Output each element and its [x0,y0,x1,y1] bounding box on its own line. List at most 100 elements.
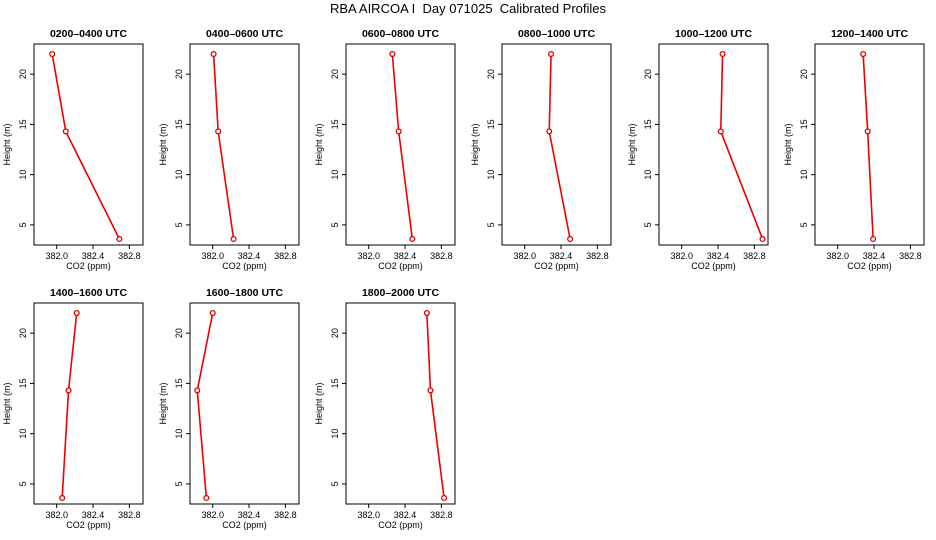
data-point [210,50,217,58]
profile-line [426,313,445,499]
data-point [870,235,877,243]
y-tick-label: 20 [174,69,184,79]
x-axis-label: CO2 (ppm) [534,261,579,271]
data-point [49,50,56,58]
profile-panel: 1000–1200 UTC 382.0 382.4 382.8 5 10 15 20 CO2 (… [627,28,769,271]
y-tick-label: 15 [799,119,809,129]
data-point [209,309,216,317]
x-tick-label: 382.0 [201,251,224,261]
profile-panel: 0600–0800 UTC 382.0 382.4 382.8 5 10 15 20 CO2 (… [314,28,456,271]
plot-frame [189,43,300,246]
y-tick-label: 20 [330,328,340,338]
y-tick-label: 10 [18,170,28,180]
y-axis-label: Height (m) [158,382,168,424]
data-point [59,494,66,502]
y-axis-label: Height (m) [314,123,324,165]
x-tick-label: 382.8 [430,251,453,261]
y-axis-label: Height (m) [2,123,12,165]
panel-title: 1000–1200 UTC [675,28,752,40]
y-tick-label: 10 [174,429,184,439]
y-tick-label: 5 [486,222,496,227]
x-tick-label: 382.8 [118,251,141,261]
x-tick-label: 382.4 [550,251,573,261]
profile-line [196,312,214,499]
y-tick-label: 5 [330,222,340,227]
data-point [395,128,402,135]
plot-frame [33,302,144,505]
x-tick-label: 382.8 [274,251,297,261]
panel-title: 1400–1600 UTC [50,287,127,299]
x-tick-label: 382.8 [274,510,297,520]
y-tick-label: 10 [799,170,809,180]
y-tick-label: 10 [486,170,496,180]
panel-title: 0400–0600 UTC [206,28,283,40]
y-tick-label: 5 [18,222,28,227]
data-point [62,128,69,135]
panel-title: 1200–1400 UTC [831,28,908,40]
x-tick-label: 382.4 [238,251,261,261]
y-tick-label: 5 [174,481,184,486]
y-tick-label: 15 [174,119,184,129]
data-point [567,235,574,243]
data-point [194,387,201,394]
x-tick-label: 382.0 [357,510,380,520]
y-axis-label: Height (m) [2,382,12,424]
y-tick-label: 15 [18,378,28,388]
y-tick-label: 5 [174,222,184,227]
x-tick-label: 382.0 [357,251,380,261]
y-tick-label: 15 [643,119,653,129]
plot-frame [345,43,456,246]
data-point [65,387,72,394]
y-tick-label: 15 [330,378,340,388]
profile-panel: 1800–2000 UTC 382.0 382.4 382.8 5 10 15 20 CO2 (… [314,287,456,530]
y-axis-label: Height (m) [158,123,168,165]
x-tick-label: 382.4 [707,251,730,261]
profile-panel: 1200–1400 UTC 382.0 382.4 382.8 5 10 15 20 CO2 (… [783,28,925,271]
plot-frame [501,43,612,246]
y-tick-label: 5 [330,481,340,486]
x-axis-label: CO2 (ppm) [691,261,736,271]
panel-title: 0800–1000 UTC [518,28,595,40]
y-tick-label: 10 [330,429,340,439]
profile-panel: 0200–0400 UTC 382.0 382.4 382.8 5 10 15 20 CO2 (… [2,28,144,271]
panel-title: 0200–0400 UTC [50,28,127,40]
plot-frame [189,302,300,505]
data-point [719,50,726,58]
y-tick-label: 15 [330,119,340,129]
x-tick-label: 382.8 [743,251,766,261]
data-point [759,235,766,243]
y-tick-label: 15 [174,378,184,388]
plot-frame [658,43,769,246]
plot-frame [814,43,925,246]
data-point [423,309,430,317]
y-axis-label: Height (m) [627,123,637,165]
y-tick-label: 20 [643,69,653,79]
y-axis-label: Height (m) [470,123,480,165]
data-point [389,50,396,58]
data-point [116,235,123,243]
profile-line [51,53,121,240]
x-tick-label: 382.4 [238,510,261,520]
data-point [409,235,416,243]
y-axis-label: Height (m) [314,382,324,424]
data-point [860,50,867,58]
x-axis-label: CO2 (ppm) [378,520,423,530]
profile-line [719,54,764,240]
data-point [73,309,80,317]
y-tick-label: 10 [18,429,28,439]
profile-line [61,312,78,499]
x-axis-label: CO2 (ppm) [847,261,892,271]
plot-frame [345,302,456,505]
x-axis-label: CO2 (ppm) [222,261,267,271]
data-point [546,128,553,135]
data-point [441,494,448,502]
x-axis-label: CO2 (ppm) [222,520,267,530]
y-tick-label: 5 [643,222,653,227]
data-point [864,128,871,135]
y-tick-label: 10 [174,170,184,180]
profile-line [391,53,414,240]
y-tick-label: 20 [330,69,340,79]
y-tick-label: 5 [799,222,809,227]
y-tick-label: 15 [18,119,28,129]
